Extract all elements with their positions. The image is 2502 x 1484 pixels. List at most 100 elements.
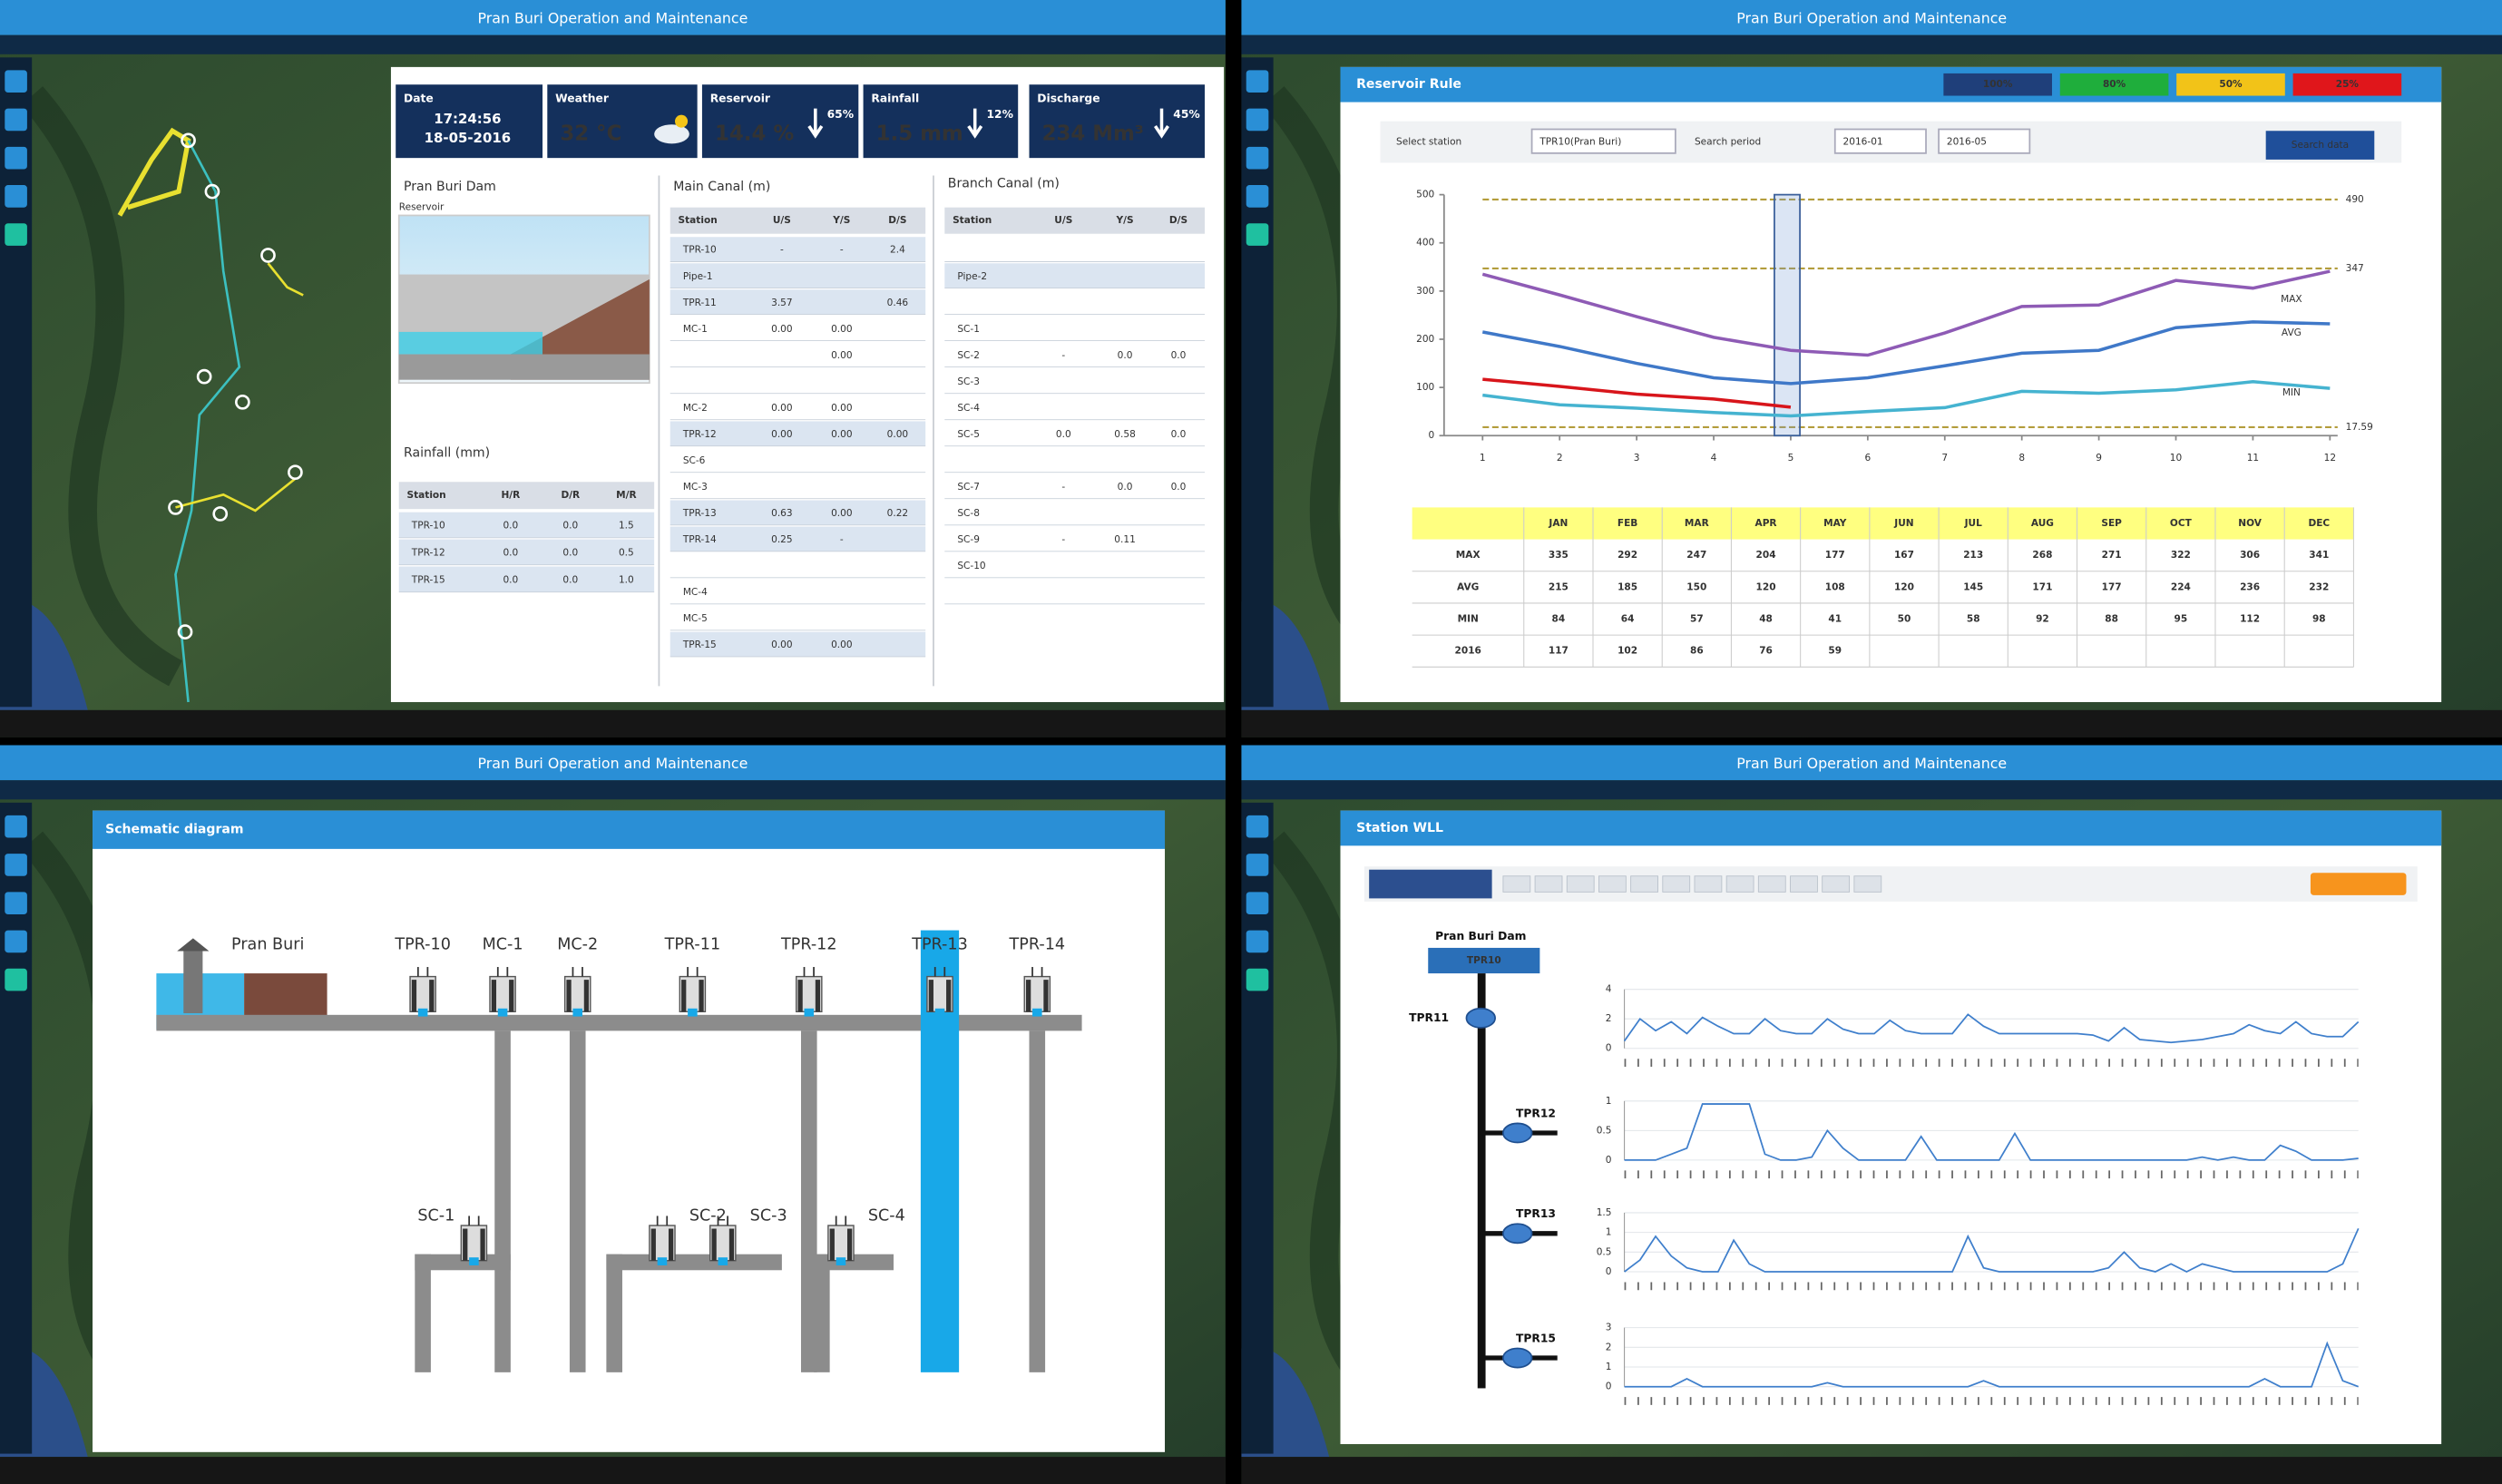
- table-cell: 167: [1894, 550, 1914, 561]
- map-marker[interactable]: [177, 624, 193, 639]
- table-header: [669, 207, 926, 234]
- legend-chip[interactable]: [2176, 73, 2285, 96]
- section-title: Main Canal (m): [673, 180, 770, 194]
- table-cell: 0.0: [1171, 350, 1187, 361]
- tool-button[interactable]: [5, 892, 27, 914]
- tool-button[interactable]: [5, 108, 27, 132]
- filter-box[interactable]: [1853, 875, 1882, 893]
- gate-pillar: [815, 980, 821, 1012]
- filter-box[interactable]: [1662, 875, 1691, 893]
- filter-box[interactable]: [1598, 875, 1627, 893]
- date-input[interactable]: [1938, 128, 2031, 154]
- map-marker[interactable]: [260, 248, 276, 263]
- tool-button[interactable]: [5, 815, 27, 838]
- x-tick-label: 2: [1557, 453, 1563, 464]
- table-cell: 0.00: [771, 403, 793, 414]
- tool-button[interactable]: [1246, 185, 1269, 208]
- map-marker[interactable]: [288, 464, 303, 481]
- tool-button[interactable]: [1246, 968, 1269, 991]
- table-cell: 335: [1549, 550, 1569, 561]
- map-marker[interactable]: [168, 500, 183, 515]
- station-node[interactable]: [1465, 1007, 1496, 1029]
- map-marker[interactable]: [235, 394, 250, 410]
- station-node[interactable]: [1502, 1122, 1533, 1144]
- filter-box[interactable]: [1725, 875, 1754, 893]
- gate-pillar: [829, 1228, 835, 1261]
- table-cell: Pipe-2: [957, 271, 987, 282]
- filter-box[interactable]: [1566, 875, 1595, 893]
- canal: [606, 1254, 622, 1372]
- table-row: [398, 512, 655, 538]
- filter-box[interactable]: [1630, 875, 1658, 893]
- tool-button[interactable]: [5, 930, 27, 953]
- tool-button[interactable]: [5, 223, 27, 246]
- confirm-button[interactable]: [2310, 873, 2407, 895]
- branch-label: SC-1: [417, 1206, 454, 1225]
- table-row: [669, 368, 926, 394]
- legend-chip[interactable]: [2059, 73, 2169, 96]
- tool-button[interactable]: [1246, 146, 1269, 170]
- y-tick-label: 0.5: [1597, 1125, 1612, 1136]
- gate-pillar: [491, 980, 497, 1012]
- tool-button[interactable]: [5, 854, 27, 876]
- table-cell: 322: [2171, 550, 2191, 561]
- tool-button[interactable]: [5, 146, 27, 170]
- table-cell: 88: [2105, 614, 2118, 625]
- station-node[interactable]: [1502, 1223, 1533, 1245]
- map-marker[interactable]: [181, 132, 196, 149]
- search-button[interactable]: [2265, 131, 2375, 160]
- filter-box[interactable]: [1502, 875, 1531, 893]
- title-bar: [0, 745, 1226, 781]
- tool-button[interactable]: [5, 968, 27, 991]
- table-cell: 0.00: [831, 324, 853, 335]
- legend-chip[interactable]: [1943, 73, 2052, 96]
- reference-label: 17.59: [2346, 422, 2373, 433]
- filter-box[interactable]: [1757, 875, 1786, 893]
- table-row: [944, 289, 1205, 315]
- gate-pillar: [728, 1228, 735, 1261]
- status-line: 17:24:56: [434, 111, 501, 127]
- title-bar: [0, 0, 1226, 35]
- status-bar: [1241, 1457, 2502, 1484]
- tab-button[interactable]: [1369, 869, 1492, 899]
- table-row: [944, 552, 1205, 578]
- tool-button[interactable]: [5, 70, 27, 93]
- map-marker[interactable]: [204, 183, 220, 200]
- table-cell: SC-10: [957, 561, 986, 571]
- filter-box[interactable]: [1822, 875, 1851, 893]
- station-node[interactable]: [1502, 1347, 1533, 1369]
- table-cell: 0.00: [831, 403, 853, 414]
- gate-sensor: [497, 1008, 508, 1017]
- tool-button[interactable]: [1246, 70, 1269, 93]
- filter-box[interactable]: [1534, 875, 1563, 893]
- table-header-cell: D/S: [888, 215, 906, 226]
- status-card: [863, 84, 1019, 159]
- table-cell: 58: [1967, 614, 1980, 625]
- date-input[interactable]: [1833, 128, 1927, 154]
- tool-button[interactable]: [1246, 108, 1269, 132]
- y-tick-label: 1: [1606, 1096, 1612, 1107]
- title-bar: [1241, 745, 2502, 781]
- filter-box[interactable]: [1694, 875, 1723, 893]
- table-cell: 50: [1898, 614, 1911, 625]
- map-marker[interactable]: [196, 368, 212, 385]
- x-tick-label: 1: [1480, 453, 1486, 464]
- gate-pillar: [583, 980, 590, 1012]
- station-select[interactable]: [1530, 128, 1676, 154]
- status-value: 1.5 mm: [876, 122, 963, 145]
- legend-chip[interactable]: [2292, 73, 2402, 96]
- tool-button[interactable]: [1246, 930, 1269, 953]
- status-change: 12%: [986, 108, 1012, 121]
- table-cell: MC-2: [683, 403, 708, 414]
- tool-button[interactable]: [1246, 223, 1269, 246]
- y-tick-label: 0.5: [1597, 1246, 1612, 1257]
- status-label: Discharge: [1037, 93, 1100, 105]
- tool-button[interactable]: [1246, 854, 1269, 876]
- tool-button[interactable]: [1246, 815, 1269, 838]
- map-marker[interactable]: [212, 506, 229, 522]
- filter-box[interactable]: [1790, 875, 1818, 893]
- tool-button[interactable]: [1246, 892, 1269, 914]
- down-arrow: [1154, 108, 1169, 139]
- tool-button[interactable]: [5, 185, 27, 208]
